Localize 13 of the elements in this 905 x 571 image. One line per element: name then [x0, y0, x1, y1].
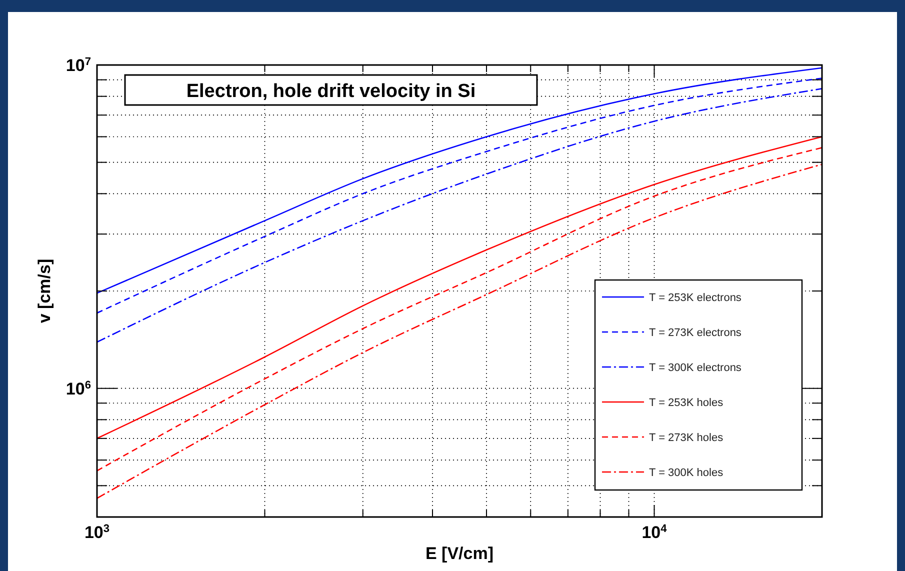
legend-label: T = 300K electrons: [649, 362, 742, 374]
text: Electron, hole drift velocity in Si: [186, 81, 476, 102]
legend-label: T = 300K holes: [649, 467, 724, 479]
legend-label: T = 273K holes: [649, 432, 724, 444]
x-tick-label: 10$^{4}$: [642, 523, 668, 542]
x-axis-title: E [V/cm]: [425, 544, 494, 563]
y-tick-label: 10$^{6}$: [66, 379, 91, 398]
y-axis-title: v [cm/s]: [35, 258, 54, 324]
legend-label: T = 253K electrons: [649, 292, 742, 304]
legend-label: T = 253K holes: [649, 397, 724, 409]
legend-label: T = 273K electrons: [649, 327, 742, 339]
x-tick-label: 10$^{3}$: [84, 523, 110, 542]
y-tick-label: 10$^{7}$: [66, 56, 91, 75]
